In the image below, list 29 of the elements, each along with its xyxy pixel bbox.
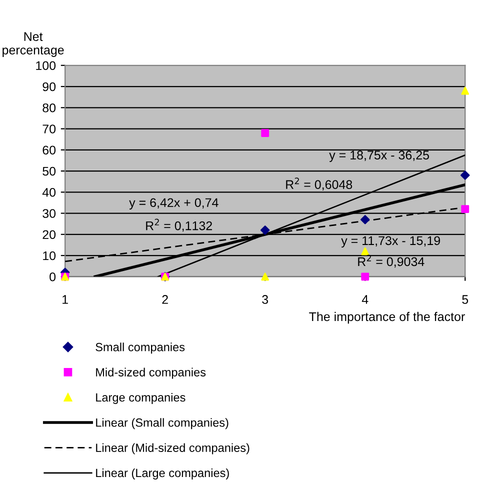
y-tick-label: 0 <box>50 272 56 282</box>
legend-label: Small companies <box>96 342 185 354</box>
x-axis-title: The importance of the factor <box>309 312 465 324</box>
y-tick-label: 60 <box>42 146 56 155</box>
annotation: R$^{2}$ = 0,1132 <box>146 218 212 232</box>
y-tick-label: 90 <box>42 82 56 92</box>
y-tick-label: 50 <box>42 166 56 176</box>
y-tick-label: 10 <box>43 251 56 260</box>
legend-label: Linear (Small companies) <box>96 418 228 430</box>
y-tick-label: 30 <box>42 209 56 218</box>
annotation: y = 18,75x - 36,25 <box>329 150 429 162</box>
annotation: y = 6,42x + 0,74 <box>129 198 218 210</box>
y-tick-label: 40 <box>42 188 56 197</box>
x-tick-label: 5 <box>462 295 468 304</box>
annotation: y = 11,73x - 15,19 <box>341 236 440 248</box>
y-tick-label: 80 <box>42 103 56 112</box>
legend-label: Mid-sized companies <box>96 368 206 379</box>
legend-label: Linear (Mid-sized companies) <box>96 443 250 454</box>
x-tick-label: 3 <box>262 295 268 304</box>
y-tick-label: 70 <box>42 124 56 134</box>
x-tick-label: 4 <box>362 295 368 304</box>
legend-label: Large companies <box>96 392 186 404</box>
x-tick-label: 1 <box>62 295 68 304</box>
x-tick-label: 2 <box>162 295 168 304</box>
legend-label: Linear (Large companies) <box>96 468 229 480</box>
y-tick-label: 100 <box>36 61 56 70</box>
y-tick-label: 20 <box>42 230 56 240</box>
annotation: R$^{2}$ = 0,6048 <box>286 178 352 190</box>
y-axis-title: Net percentage <box>2 32 64 57</box>
